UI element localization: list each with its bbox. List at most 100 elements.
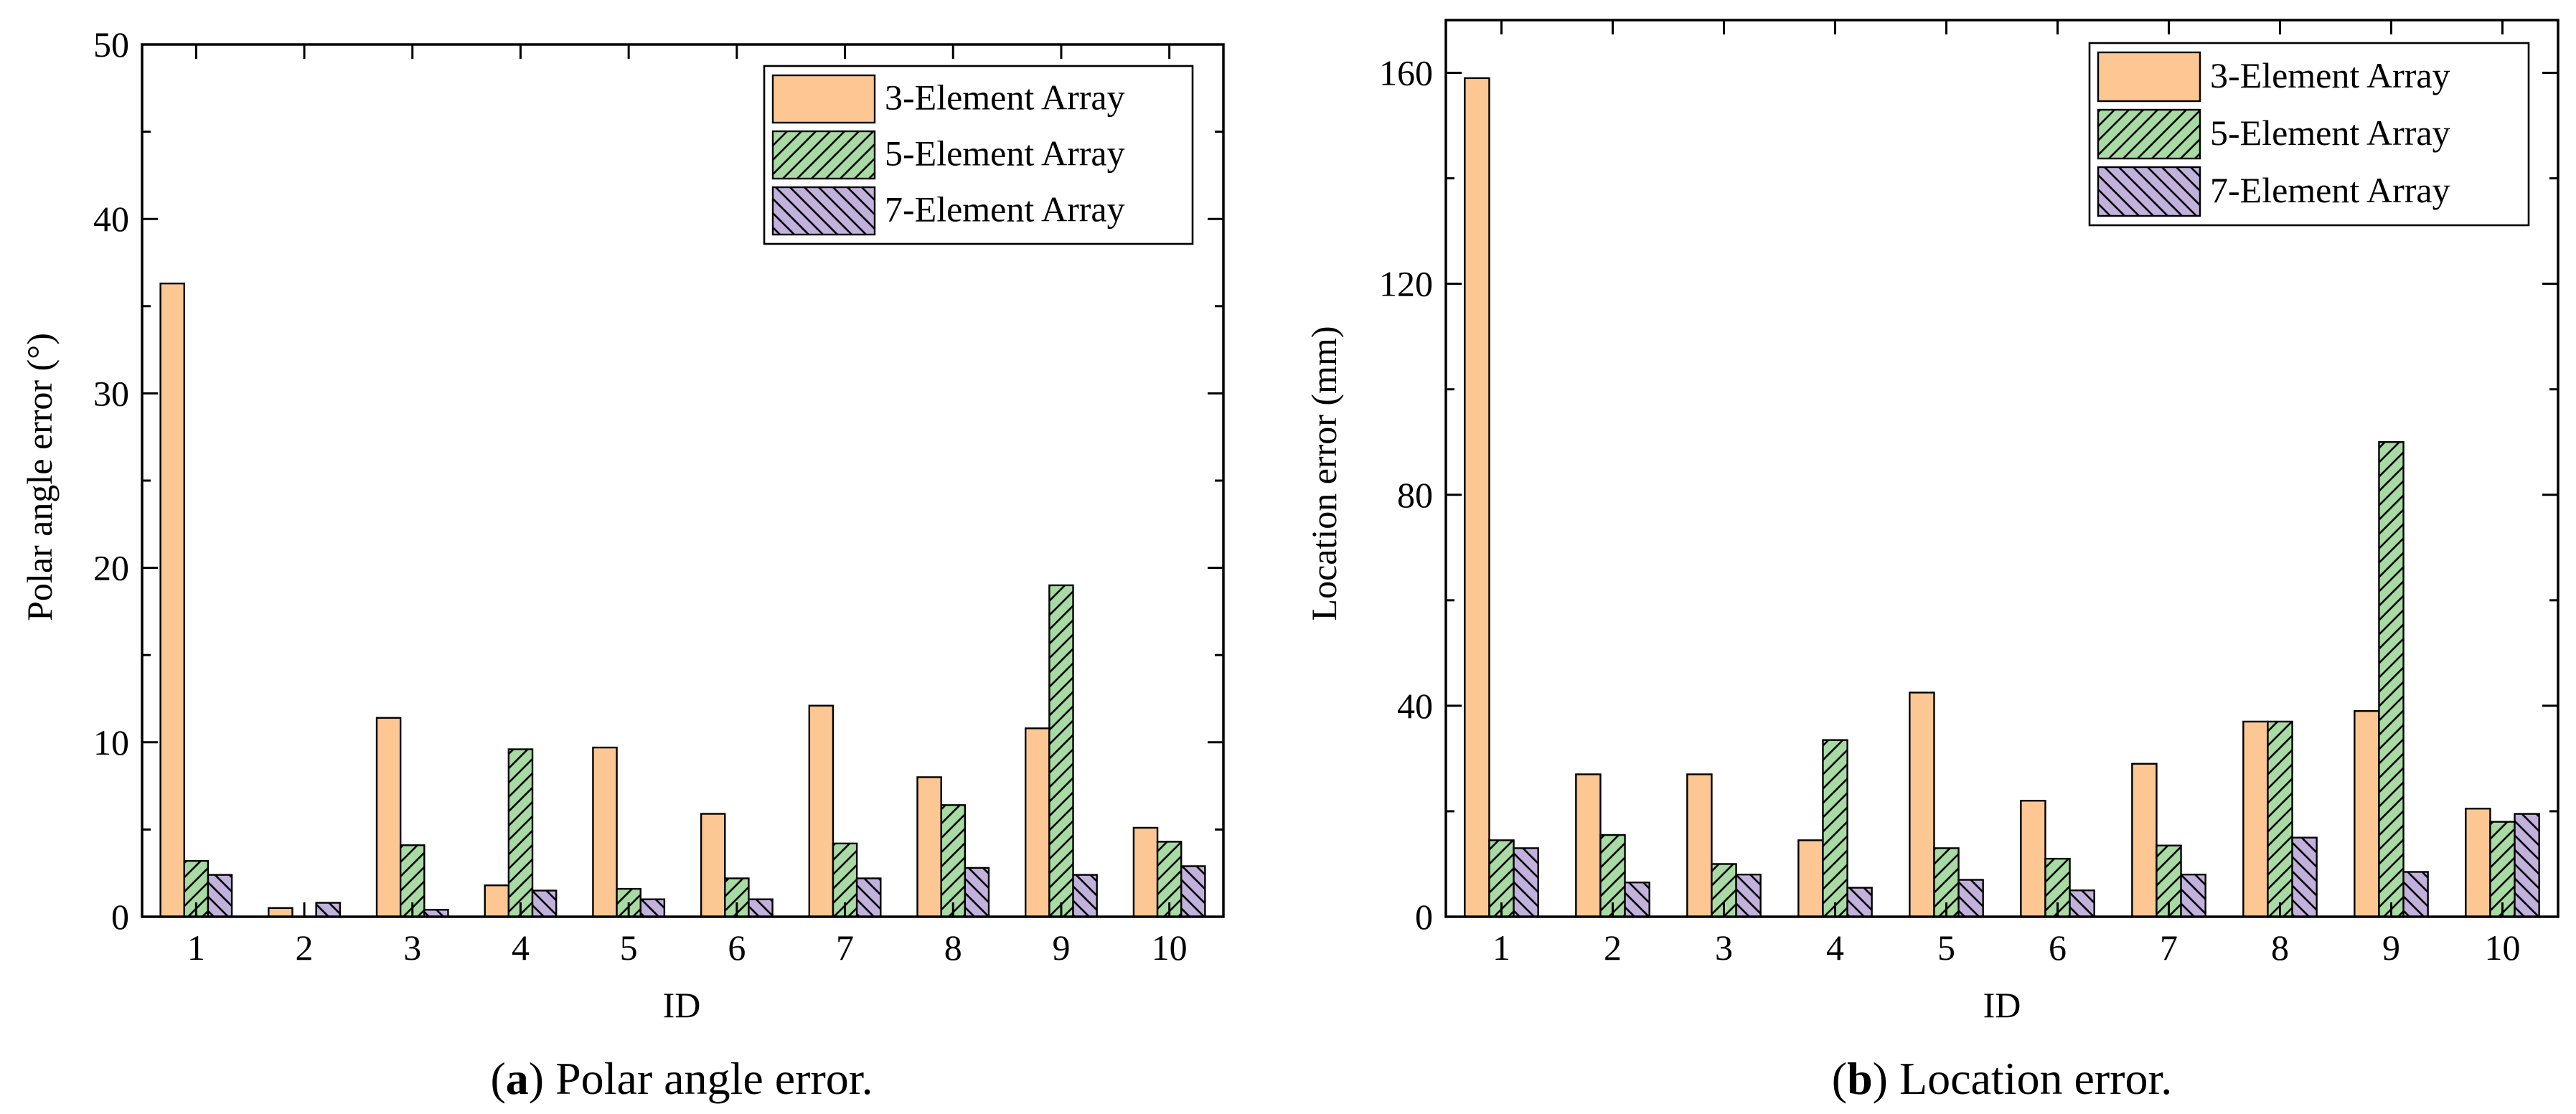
y-tick-label: 160 <box>1379 53 1433 93</box>
bar <box>268 907 293 918</box>
legend-swatch <box>771 186 876 236</box>
caption-letter: a <box>506 1053 529 1104</box>
legend-label: 5-Element Array <box>2210 113 2450 153</box>
bar <box>507 748 534 918</box>
legend-swatch <box>2097 108 2201 160</box>
figure-caption: (b) Location error. <box>1832 1053 2173 1104</box>
bar <box>2180 873 2206 918</box>
bar <box>2267 720 2293 918</box>
bar <box>375 717 402 918</box>
y-tick-label: 40 <box>93 199 129 239</box>
bar <box>531 889 558 918</box>
bar <box>808 704 835 918</box>
y-tick-label: 50 <box>93 24 129 65</box>
bar <box>159 282 185 918</box>
x-tick-label: 3 <box>403 927 421 968</box>
y-tick-label: 10 <box>93 722 129 763</box>
y-tick-label: 30 <box>93 373 129 413</box>
x-tick-label: 1 <box>187 927 205 968</box>
bar <box>700 813 726 918</box>
legend-label: 5-Element Array <box>885 133 1125 173</box>
x-tick-label: 5 <box>620 927 638 968</box>
bar <box>748 898 774 918</box>
bar <box>1735 873 1762 918</box>
y-tick-label: 0 <box>1415 897 1433 937</box>
bar <box>1575 773 1602 918</box>
x-tick-label: 7 <box>836 927 854 968</box>
bar <box>1048 584 1074 918</box>
x-tick-label: 6 <box>728 927 746 968</box>
bar <box>639 898 666 918</box>
x-tick-label: 10 <box>2485 927 2521 968</box>
bar <box>1686 773 1713 918</box>
bars <box>159 282 1206 918</box>
y-axis-label: Polar angle error (°) <box>19 333 60 621</box>
x-tick-label: 2 <box>1604 927 1622 968</box>
plot-frame <box>1444 19 2559 918</box>
caption-text: ) Polar angle error. <box>529 1053 873 1104</box>
bar <box>484 884 510 918</box>
x-tick-label: 10 <box>1152 927 1188 968</box>
x-tick-label: 4 <box>1826 927 1844 968</box>
bar <box>592 746 618 918</box>
bar <box>2291 836 2318 918</box>
bar <box>1464 77 1490 918</box>
bar <box>2402 871 2429 918</box>
legend: 3-Element Array 5-Element Array 7-Element … <box>2088 42 2530 227</box>
bar <box>2354 710 2380 918</box>
x-tick-label: 1 <box>1493 927 1510 968</box>
y-tick-label: 40 <box>1397 686 1433 726</box>
x-axis-label: ID <box>1983 985 2021 1025</box>
bar <box>1624 882 1650 918</box>
svg-text:(a) Polar angle error.: (a) Polar angle error. <box>490 1053 873 1104</box>
bar <box>2242 720 2269 918</box>
bar <box>1846 887 1873 918</box>
legend-label: 7-Element Array <box>885 189 1125 229</box>
y-tick-label: 80 <box>1397 475 1433 515</box>
x-axis-label: ID <box>663 985 701 1025</box>
bar <box>207 874 233 918</box>
legend-swatch <box>2097 51 2201 103</box>
x-tick-label: 7 <box>2160 927 2178 968</box>
legend-swatch <box>771 130 876 180</box>
bar <box>855 877 882 918</box>
bar <box>2489 821 2516 918</box>
x-tick-label: 6 <box>2049 927 2067 968</box>
y-axis-ticks: 0 10 20 30 40 50 <box>93 24 1223 937</box>
legend-swatch <box>2097 166 2201 217</box>
caption-letter: b <box>1847 1053 1873 1104</box>
bar <box>2465 808 2491 918</box>
legend: 3-Element Array 5-Element Array 7-Element … <box>763 65 1194 245</box>
y-tick-label: 0 <box>111 897 129 937</box>
y-axis-label: Location error (mm) <box>1304 326 1344 621</box>
bar <box>1513 847 1539 918</box>
panel-polar-angle-error: Polar angle error (°) ID (a) Polar angle… <box>19 24 1225 1104</box>
x-tick-label: 8 <box>2271 927 2289 968</box>
bar <box>1909 691 1935 918</box>
caption-open-paren: ( <box>490 1053 505 1104</box>
y-tick-label: 120 <box>1379 264 1433 304</box>
svg-text:(b) Location error.: (b) Location error. <box>1832 1053 2173 1104</box>
legend-label: 7-Element Array <box>2210 170 2450 210</box>
bar <box>1822 739 1848 918</box>
bar <box>1957 879 1984 918</box>
bar <box>2514 813 2540 918</box>
bar <box>940 804 967 918</box>
x-tick-label: 8 <box>944 927 962 968</box>
y-tick-label: 20 <box>93 548 129 588</box>
bar <box>2131 763 2158 918</box>
panel-location-error: Location error (mm) ID (b) Location erro… <box>1304 19 2559 1104</box>
bar <box>2020 800 2046 918</box>
bar <box>2378 441 2405 918</box>
x-tick-label: 2 <box>296 927 314 968</box>
bar <box>2069 889 2095 918</box>
legend-swatch <box>771 74 876 124</box>
x-tick-label: 3 <box>1715 927 1733 968</box>
bar <box>1025 727 1050 918</box>
bar <box>1797 839 1824 918</box>
bar <box>315 902 341 918</box>
bar <box>1132 826 1159 918</box>
figure-caption: (a) Polar angle error. <box>490 1053 873 1104</box>
caption-open-paren: ( <box>1832 1053 1847 1104</box>
